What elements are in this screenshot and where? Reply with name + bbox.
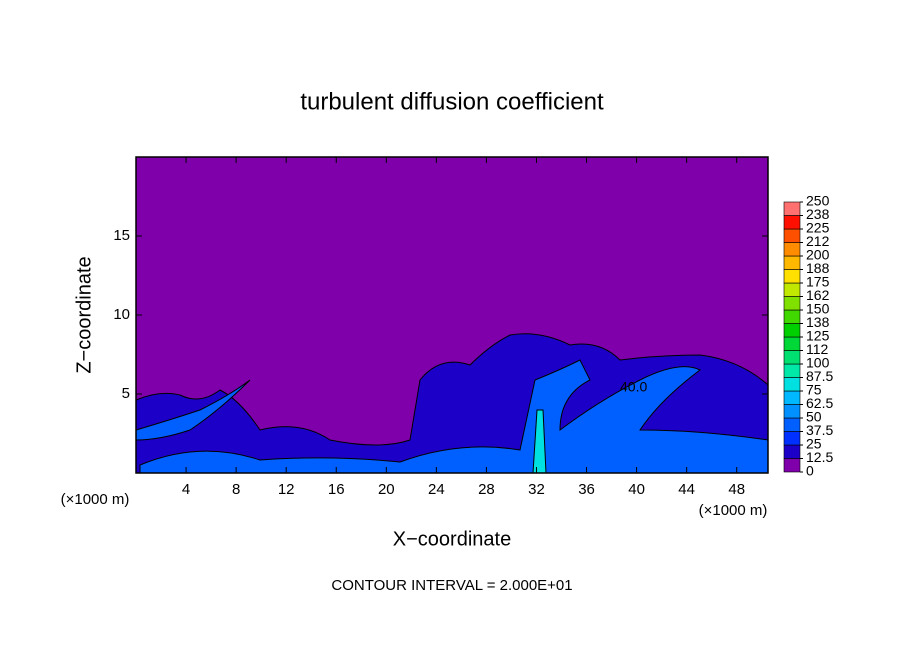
y-tick-label: 15	[113, 227, 130, 244]
colorbar-label: 75	[806, 382, 822, 398]
colorbar-label: 238	[806, 206, 830, 222]
colorbar-label: 150	[806, 301, 830, 317]
colorbar-label: 100	[806, 355, 830, 371]
field-shape	[139, 359, 769, 474]
colorbar-box	[783, 228, 801, 243]
x-tick-label: 16	[328, 481, 345, 498]
x-tick-label: 40	[628, 481, 645, 498]
x-tick-label: 8	[232, 481, 240, 498]
colorbar-box	[783, 431, 801, 446]
x-tick-label: 44	[678, 481, 695, 498]
y-unit: (×1000 m)	[699, 502, 768, 519]
colorbar-box	[783, 404, 801, 419]
y-tick-label: 10	[113, 306, 130, 323]
colorbar-label: 188	[806, 260, 830, 276]
x-tick-label: 48	[728, 481, 745, 498]
field-shape	[135, 379, 251, 441]
colorbar-box	[783, 444, 801, 459]
colorbar-box	[783, 282, 801, 297]
x-tick-label: 36	[578, 481, 595, 498]
x-tick-label: 24	[428, 481, 445, 498]
y-tick-label: 5	[122, 385, 130, 402]
colorbar-label: 225	[806, 220, 830, 236]
colorbar-label: 25	[806, 436, 822, 452]
colorbar-box	[783, 336, 801, 351]
colorbar-box	[783, 215, 801, 230]
colorbar-label: 138	[806, 314, 830, 330]
colorbar-box	[783, 296, 801, 311]
x-tick-label: 12	[278, 481, 295, 498]
colorbar-label: 212	[806, 233, 830, 249]
colorbar-box	[783, 269, 801, 284]
y-axis-label: Z−coordinate	[73, 256, 95, 373]
colorbar-box	[783, 242, 801, 257]
colorbar-label: 175	[806, 274, 830, 290]
colorbar-box	[783, 377, 801, 392]
colorbar-label: 12.5	[806, 449, 833, 465]
colorbar-label: 62.5	[806, 395, 833, 411]
chart-title: turbulent diffusion coefficient	[300, 88, 604, 115]
x-tick-label: 32	[528, 481, 545, 498]
colorbar-box	[783, 390, 801, 405]
colorbar-label: 0	[806, 463, 814, 479]
colorbar-label: 125	[806, 328, 830, 344]
colorbar-label: 50	[806, 409, 822, 425]
colorbar-box	[783, 323, 801, 338]
footer: CONTOUR INTERVAL = 2.000E+01	[331, 577, 572, 594]
colorbar-label: 250	[806, 193, 830, 209]
colorbar-box	[783, 458, 801, 473]
x-tick-label: 20	[378, 481, 395, 498]
x-axis-label: X−coordinate	[393, 528, 511, 550]
colorbar-label: 37.5	[806, 422, 833, 438]
colorbar-box	[783, 363, 801, 378]
colorbar-box	[783, 309, 801, 324]
colorbar-label: 87.5	[806, 368, 833, 384]
x-tick-label: 4	[182, 481, 190, 498]
colorbar-label: 112	[806, 341, 829, 357]
contour-label: 40.0	[620, 379, 647, 395]
x-tick-label: 28	[478, 481, 495, 498]
colorbar-box	[783, 350, 801, 365]
colorbar-box	[783, 201, 801, 216]
colorbar-box	[783, 255, 801, 270]
colorbar-label: 162	[806, 287, 830, 303]
colorbar-box	[783, 417, 801, 432]
colorbar-label: 200	[806, 247, 830, 263]
x-unit: (×1000 m)	[61, 491, 130, 508]
field-shapes	[135, 333, 769, 474]
